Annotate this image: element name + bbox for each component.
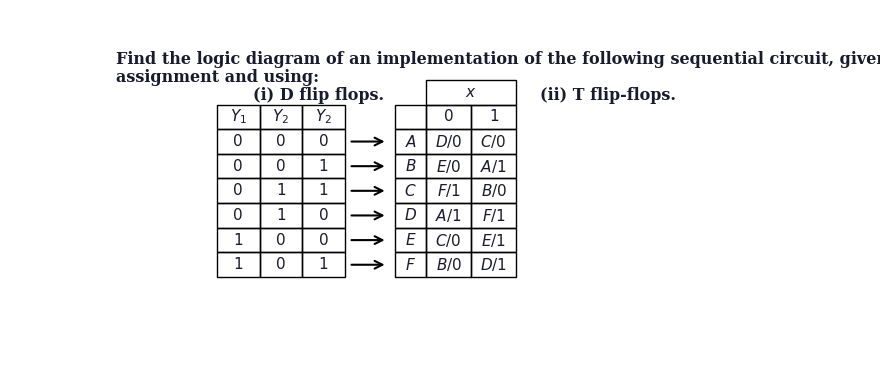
Text: 0: 0 (233, 159, 243, 174)
Bar (217, 129, 260, 154)
Bar (302, 178, 345, 203)
Text: $E/0$: $E/0$ (436, 158, 461, 175)
Text: 0: 0 (319, 233, 328, 247)
Bar (471, 228, 516, 252)
Text: 1: 1 (319, 257, 328, 272)
Text: $C$: $C$ (405, 183, 417, 199)
Bar (302, 203, 345, 228)
Text: $E$: $E$ (405, 232, 416, 248)
Text: $x$: $x$ (466, 85, 477, 100)
Bar (471, 105, 516, 129)
Bar (426, 203, 471, 228)
Bar (260, 252, 302, 277)
Bar (426, 80, 516, 105)
Bar (302, 105, 345, 129)
Text: assignment and using:: assignment and using: (116, 69, 319, 86)
Text: 0: 0 (233, 134, 243, 149)
Text: 0: 0 (319, 134, 328, 149)
Text: $C/0$: $C/0$ (436, 232, 462, 249)
Bar (217, 105, 260, 129)
Text: 0: 0 (233, 208, 243, 223)
Bar (471, 252, 516, 277)
Bar (260, 178, 302, 203)
Text: Find the logic diagram of an implementation of the following sequential circuit,: Find the logic diagram of an implementat… (116, 51, 880, 68)
Bar (395, 178, 426, 203)
Bar (395, 129, 426, 154)
Bar (302, 252, 345, 277)
Text: 1: 1 (276, 183, 286, 198)
Bar (217, 252, 260, 277)
Bar (260, 129, 302, 154)
Text: $F/1$: $F/1$ (481, 207, 506, 224)
Bar (471, 154, 516, 178)
Text: (i) D flip flops.: (i) D flip flops. (253, 87, 385, 104)
Text: 0: 0 (276, 233, 286, 247)
Text: 0: 0 (233, 183, 243, 198)
Text: $A/1$: $A/1$ (436, 207, 462, 224)
Text: 1: 1 (233, 233, 243, 247)
Text: $F$: $F$ (405, 257, 416, 273)
Text: $A$: $A$ (405, 134, 417, 150)
Bar (426, 154, 471, 178)
Bar (471, 129, 516, 154)
Bar (395, 228, 426, 252)
Text: $Y_2$: $Y_2$ (273, 108, 290, 126)
Text: 0: 0 (444, 109, 453, 124)
Text: $Y_1$: $Y_1$ (230, 108, 246, 126)
Text: $E/1$: $E/1$ (481, 232, 506, 249)
Bar (260, 154, 302, 178)
Text: 1: 1 (276, 208, 286, 223)
Bar (217, 178, 260, 203)
Text: $B/0$: $B/0$ (480, 182, 507, 199)
Text: 1: 1 (319, 183, 328, 198)
Text: (ii) T flip-flops.: (ii) T flip-flops. (540, 87, 676, 104)
Bar (395, 252, 426, 277)
Text: $D$: $D$ (404, 207, 417, 223)
Text: $F/1$: $F/1$ (436, 182, 461, 199)
Bar (426, 105, 471, 129)
Text: 1: 1 (488, 109, 498, 124)
Bar (426, 178, 471, 203)
Bar (426, 228, 471, 252)
Bar (395, 105, 426, 129)
Text: 1: 1 (319, 159, 328, 174)
Text: $D/0$: $D/0$ (435, 133, 462, 150)
Text: 0: 0 (276, 159, 286, 174)
Text: 0: 0 (319, 208, 328, 223)
Bar (302, 228, 345, 252)
Bar (217, 154, 260, 178)
Text: 0: 0 (276, 134, 286, 149)
Text: $C/0$: $C/0$ (480, 133, 507, 150)
Bar (302, 154, 345, 178)
Text: 0: 0 (276, 257, 286, 272)
Text: $D/1$: $D/1$ (480, 256, 507, 273)
Bar (302, 129, 345, 154)
Bar (217, 203, 260, 228)
Text: 1: 1 (233, 257, 243, 272)
Bar (471, 203, 516, 228)
Text: $Y_2$: $Y_2$ (315, 108, 332, 126)
Text: $B/0$: $B/0$ (436, 256, 462, 273)
Text: $A/1$: $A/1$ (480, 158, 507, 175)
Bar (426, 129, 471, 154)
Bar (217, 228, 260, 252)
Bar (260, 228, 302, 252)
Bar (426, 252, 471, 277)
Bar (471, 178, 516, 203)
Bar (395, 154, 426, 178)
Text: $B$: $B$ (405, 158, 416, 174)
Bar (260, 203, 302, 228)
Bar (260, 105, 302, 129)
Bar (395, 203, 426, 228)
